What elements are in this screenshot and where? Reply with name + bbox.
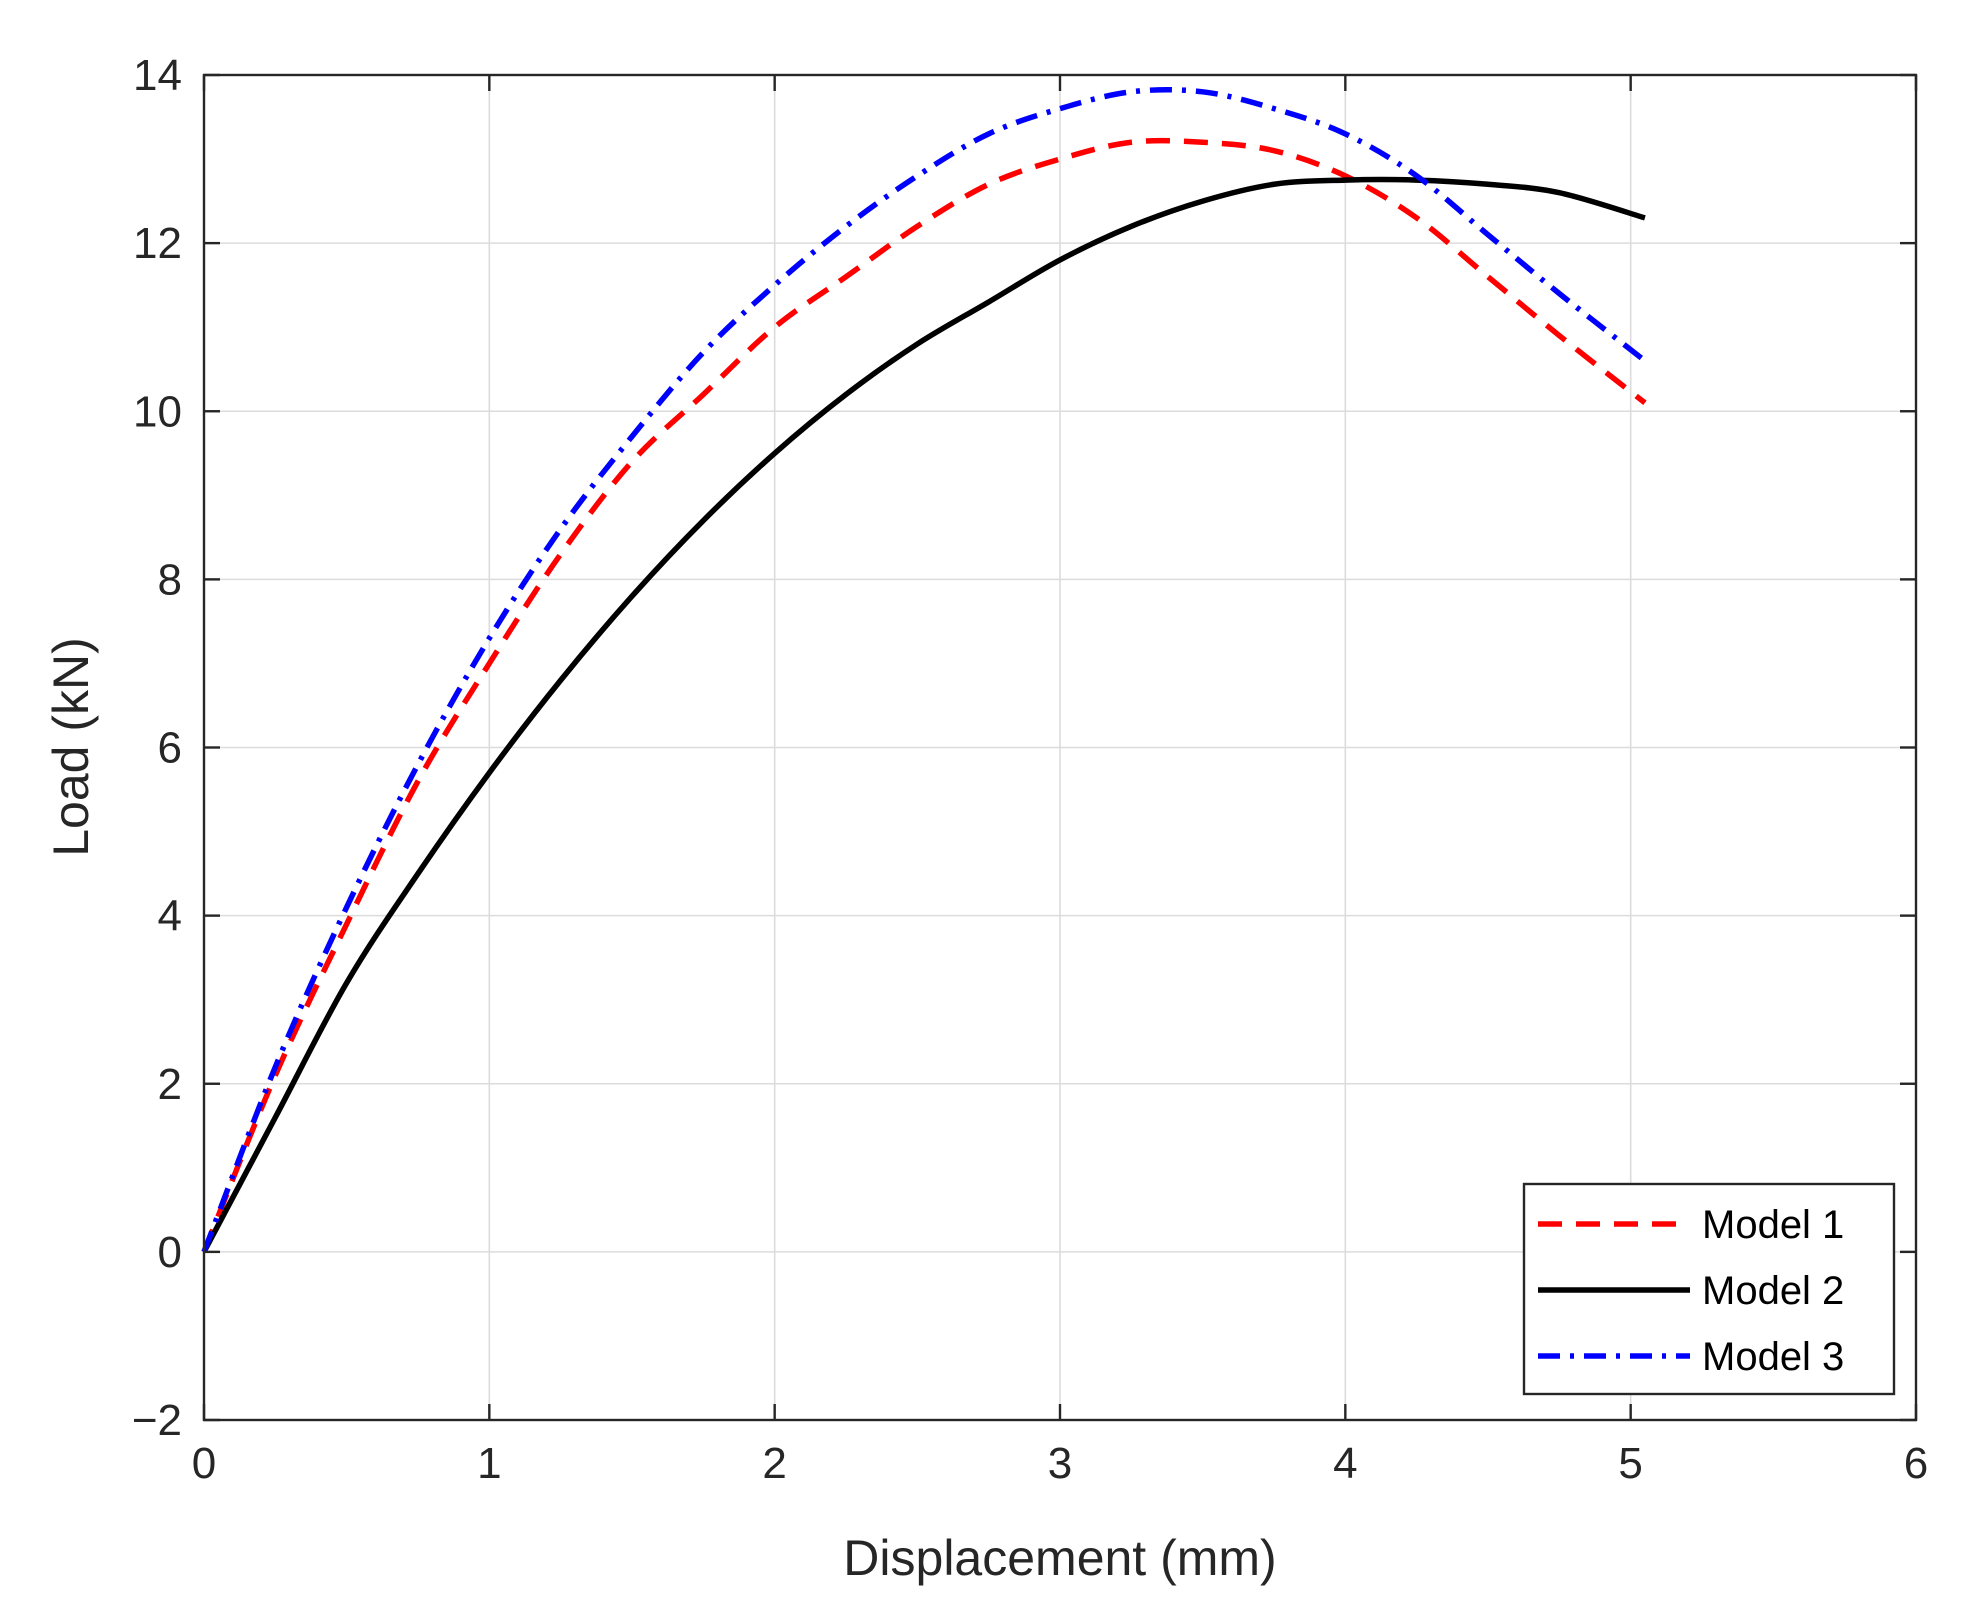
y-tick-label: 12: [133, 219, 182, 268]
x-tick-label: 3: [1048, 1439, 1072, 1488]
series-line-model-2: [201, 176, 1646, 1254]
y-tick-label: 8: [158, 555, 182, 604]
y-tick-label: 4: [158, 892, 182, 941]
legend-label-model-1: Model 1: [1702, 1203, 1844, 1247]
series-line-model-3: [201, 86, 1647, 1253]
y-tick-label: 14: [133, 51, 182, 100]
y-axis-label: Load (kN): [43, 637, 99, 857]
x-tick-label: 4: [1333, 1439, 1357, 1488]
x-tick-label: 1: [477, 1439, 501, 1488]
x-tick-label: 2: [762, 1439, 786, 1488]
series-layer: [201, 86, 1647, 1254]
x-tick-label: 0: [192, 1439, 216, 1488]
series-line-model-1: [201, 137, 1647, 1253]
tick-marks-layer: [202, 73, 1918, 1422]
legend-label-model-3: Model 3: [1702, 1335, 1844, 1379]
legend-label-model-2: Model 2: [1702, 1269, 1844, 1313]
y-tick-label: 2: [158, 1060, 182, 1109]
y-tick-label: 10: [133, 387, 182, 436]
y-tick-label: 0: [158, 1228, 182, 1277]
y-tick-label: 6: [158, 724, 182, 773]
x-axis-label: Displacement (mm): [843, 1530, 1276, 1586]
x-tick-label: 6: [1904, 1439, 1928, 1488]
y-tick-label: −2: [132, 1396, 182, 1445]
x-tick-label: 5: [1618, 1439, 1642, 1488]
legend: Model 1 Model 2 Model 3: [1522, 1182, 1896, 1396]
